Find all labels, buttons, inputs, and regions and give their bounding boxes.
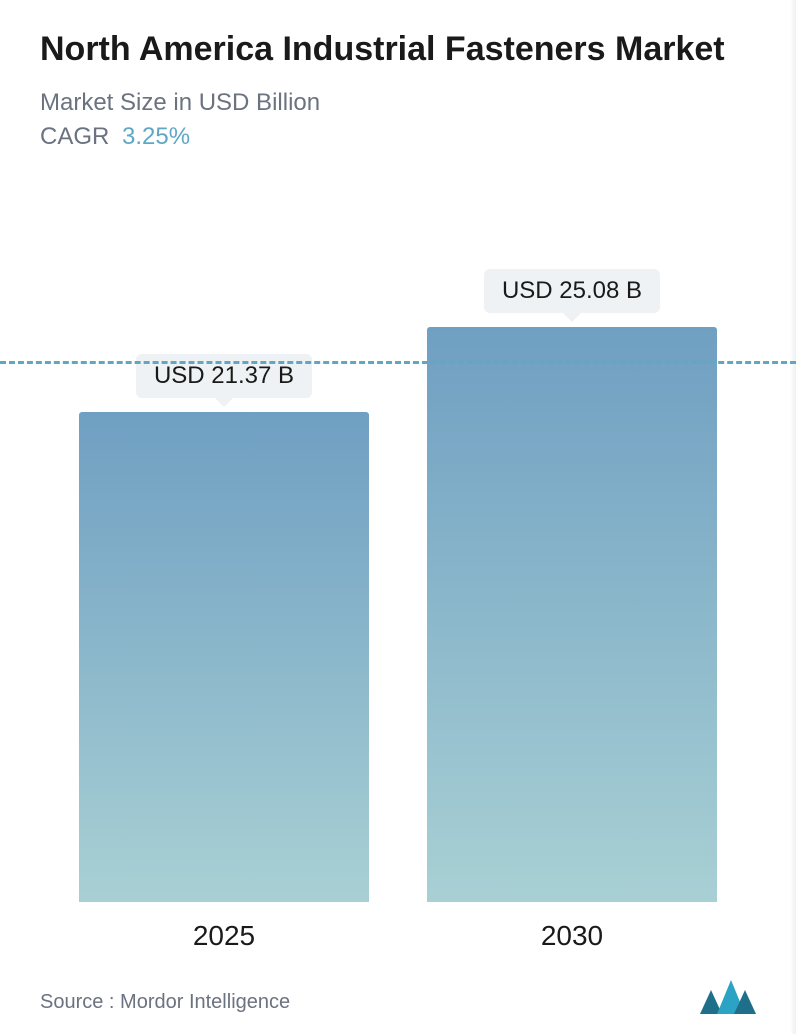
x-label-2030: 2030 [427, 920, 717, 952]
bars-wrap: USD 21.37 B USD 25.08 B [40, 312, 756, 902]
chart-subtitle: Market Size in USD Billion [40, 89, 756, 117]
chart-container: North America Industrial Fasteners Marke… [0, 0, 796, 1034]
bar-group-2025: USD 21.37 B [79, 354, 369, 902]
cagr-label: CAGR [40, 123, 109, 150]
brand-logo [700, 976, 756, 1014]
bar-2030 [427, 327, 717, 902]
source-label: Source : Mordor Intelligence [40, 991, 290, 1014]
bar-2025 [79, 412, 369, 902]
cagr-line: CAGR 3.25% [40, 123, 756, 151]
chart-title: North America Industrial Fasteners Marke… [40, 28, 756, 71]
bar-group-2030: USD 25.08 B [427, 269, 717, 902]
chart-area: USD 21.37 B USD 25.08 B 2025 2030 [40, 211, 756, 953]
mordor-logo-icon [700, 976, 756, 1014]
value-badge-2030: USD 25.08 B [484, 269, 660, 313]
cagr-value: 3.25% [122, 123, 190, 150]
footer: Source : Mordor Intelligence [40, 962, 756, 1014]
x-label-2025: 2025 [79, 920, 369, 952]
reference-dashed-line [0, 361, 796, 364]
x-axis-labels: 2025 2030 [40, 920, 756, 952]
